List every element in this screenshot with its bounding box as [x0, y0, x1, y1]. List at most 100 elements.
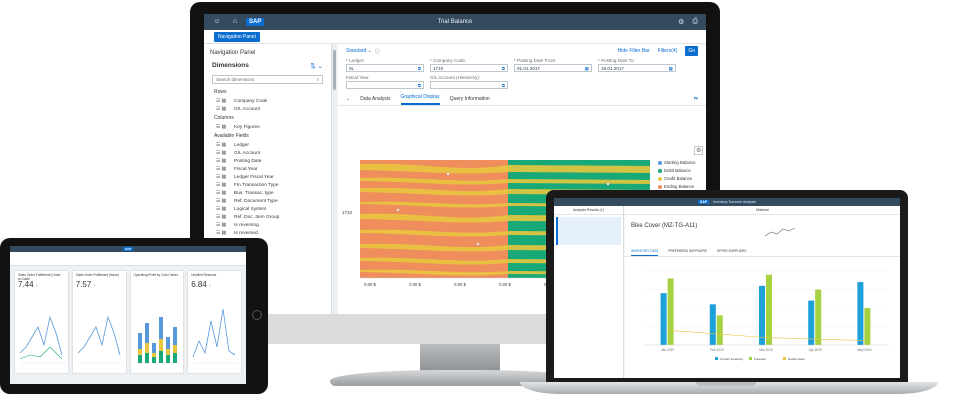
variant-selector[interactable]: Standard ⌄: [346, 48, 372, 54]
available-field[interactable]: ☰▦ Ref. Document Type: [204, 197, 331, 205]
available-field[interactable]: ☰▦ Ledger Fiscal Year: [204, 173, 331, 181]
legend-item[interactable]: Credit Balance: [658, 176, 696, 181]
drag-handle-icon[interactable]: ☰▦: [216, 106, 228, 112]
drag-handle-icon[interactable]: ☰▦: [216, 158, 228, 164]
inventory-bar[interactable]: [864, 308, 871, 345]
inventory-bar[interactable]: [815, 289, 822, 346]
value-help-icon[interactable]: ⧉: [417, 83, 421, 88]
drag-handle-icon[interactable]: ☰▦: [216, 98, 228, 104]
drag-handle-icon[interactable]: ☰▦: [216, 214, 228, 220]
drag-handle-icon[interactable]: ☰▦: [216, 206, 228, 212]
data-point[interactable]: [396, 208, 400, 212]
go-button[interactable]: Go: [685, 46, 698, 56]
tab-graphical-display[interactable]: Graphical Display: [400, 94, 440, 105]
list-item[interactable]: [556, 217, 621, 245]
inventory-bar[interactable]: [766, 274, 772, 345]
card-title: Sales Order Fulfillment (Issue): [75, 273, 119, 277]
tab-data-analysis[interactable]: Data Analysis: [360, 96, 391, 102]
sap-logo[interactable]: SAP: [246, 18, 265, 26]
inventory-bar[interactable]: [667, 278, 674, 345]
available-field[interactable]: ☰▦ Is reversing: [204, 221, 331, 229]
value-help-icon[interactable]: ⧉: [501, 66, 505, 71]
drag-handle-icon[interactable]: ☰▦: [216, 142, 228, 148]
available-field[interactable]: ☰▦ Fin.Transaction Type: [204, 181, 331, 189]
drag-handle-icon[interactable]: ☰▦: [216, 190, 228, 196]
drag-handle-icon[interactable]: ☰▦: [216, 182, 228, 188]
legend-label: Starting Balance: [664, 160, 696, 165]
data-point[interactable]: [476, 242, 480, 246]
available-field[interactable]: ☰▦ Ledger: [204, 141, 331, 149]
available-field[interactable]: ☰▦ Ref. Doc. Item Group: [204, 213, 331, 221]
filter-input[interactable]: ⧉: [346, 81, 424, 89]
drag-handle-icon[interactable]: ☰▦: [216, 124, 228, 130]
available-fields-list: ☰▦ Ledger ☰▦ G/L Account ☰▦ Posting Date ☰▦ Fis…: [204, 141, 331, 237]
column-field[interactable]: ☰▦ Key Figures: [204, 123, 331, 131]
drag-handle-icon[interactable]: ☰▦: [216, 222, 228, 228]
sap-logo[interactable]: SAP: [122, 247, 134, 251]
drag-handle-icon[interactable]: ☰▦: [216, 198, 228, 204]
inventory-bar[interactable]: [709, 304, 716, 345]
sort-icon[interactable]: ⇅ ⌄: [310, 63, 323, 70]
hide-filter-bar-button[interactable]: Hide Filter Bar: [617, 48, 650, 54]
laptop-app-title: Inventory Turnover Analysis: [713, 200, 757, 204]
available-field[interactable]: ☰▦ Posting Date: [204, 157, 331, 165]
tab-inventory-data[interactable]: INVENTORY DATA: [631, 249, 659, 256]
tab-offer-suppliers[interactable]: OFFER SUPPLIERS: [716, 249, 747, 253]
filters-button[interactable]: Filters(4): [657, 48, 678, 54]
filter-value: 19.01.2017: [601, 66, 624, 71]
tab-query-information[interactable]: Query Information: [449, 96, 490, 102]
scroll-thumb[interactable]: [333, 50, 336, 90]
chart-settings-icon[interactable]: ⚙: [694, 146, 704, 155]
filter-input[interactable]: 19.01.2017 ▦: [598, 64, 676, 72]
overview-card[interactable]: Unbilled Revenue 6.84 ↑: [187, 270, 242, 374]
info-icon[interactable]: ⓘ: [374, 48, 380, 55]
row-field[interactable]: ☰▦ Company Code: [204, 97, 331, 105]
tablet-home-button[interactable]: [252, 310, 262, 320]
filter-input[interactable]: 0L ⧉: [346, 64, 424, 72]
drag-handle-icon[interactable]: ☰▦: [216, 230, 228, 236]
filter-input[interactable]: ⧉: [430, 81, 508, 89]
inventory-bar[interactable]: [716, 315, 723, 345]
nav-scrollbar[interactable]: [332, 44, 337, 314]
inventory-bar[interactable]: [808, 300, 815, 345]
sap-logo[interactable]: SAP: [697, 200, 710, 204]
legend-swatch: [715, 357, 718, 360]
share-icon[interactable]: ⎙: [692, 18, 698, 25]
search-icon[interactable]: ⌕: [316, 77, 319, 82]
person-icon[interactable]: ☺: [213, 18, 221, 25]
overview-card[interactable]: Sales Order Fulfillment (Order-to-Cash) 7…: [14, 270, 69, 374]
data-point[interactable]: [446, 172, 450, 176]
available-field[interactable]: ☰▦ Logical System: [204, 205, 331, 213]
home-icon[interactable]: ⌂: [232, 18, 238, 25]
inventory-bar[interactable]: [857, 282, 864, 345]
row-field[interactable]: ☰▦ G/L Account: [204, 105, 331, 113]
legend-swatch: [658, 160, 662, 165]
collapse-icon[interactable]: ⌄: [346, 96, 351, 102]
calendar-icon[interactable]: ▦: [584, 66, 589, 71]
filter-input[interactable]: 01.01.2017 ▦: [514, 64, 592, 72]
legend-item[interactable]: Starting Balance: [658, 160, 696, 165]
drag-handle-icon[interactable]: ☰▦: [216, 150, 228, 156]
navigation-panel-button[interactable]: Navigation Panel: [214, 31, 260, 42]
available-field[interactable]: ☰▦ G/L Account: [204, 149, 331, 157]
legend-item[interactable]: Debit Balance: [658, 168, 696, 173]
calendar-icon[interactable]: ▦: [668, 66, 673, 71]
overview-card[interactable]: Operating Profit by Cost Center: [129, 270, 185, 374]
legend-item[interactable]: Ending Balance: [658, 184, 696, 189]
value-help-icon[interactable]: ⧉: [501, 83, 505, 88]
available-field[interactable]: ☰▦ Is reversed: [204, 229, 331, 237]
filter-input[interactable]: 1710 ⧉: [430, 64, 508, 72]
available-field[interactable]: ☰▦ Fiscal Year: [204, 165, 331, 173]
overview-card[interactable]: Sales Order Fulfillment (Issue) 7.57 ↑: [71, 270, 127, 374]
available-field[interactable]: ☰▦ Bus. Transac. type: [204, 189, 331, 197]
drag-handle-icon[interactable]: ☰▦: [216, 174, 228, 180]
value-help-icon[interactable]: ⧉: [417, 66, 421, 71]
drag-handle-icon[interactable]: ☰▦: [216, 166, 228, 172]
search-dimensions-input[interactable]: Search dimensions ⌕: [212, 75, 323, 84]
inventory-bar[interactable]: [660, 293, 667, 345]
inventory-bar[interactable]: [759, 285, 765, 345]
tab-preferred-suppliers[interactable]: PREFERRED SUPPLIERS: [668, 249, 707, 253]
refresh-icon[interactable]: ⇆: [693, 96, 698, 102]
settings-icon[interactable]: ⚙: [678, 19, 685, 26]
data-point[interactable]: [606, 182, 610, 186]
